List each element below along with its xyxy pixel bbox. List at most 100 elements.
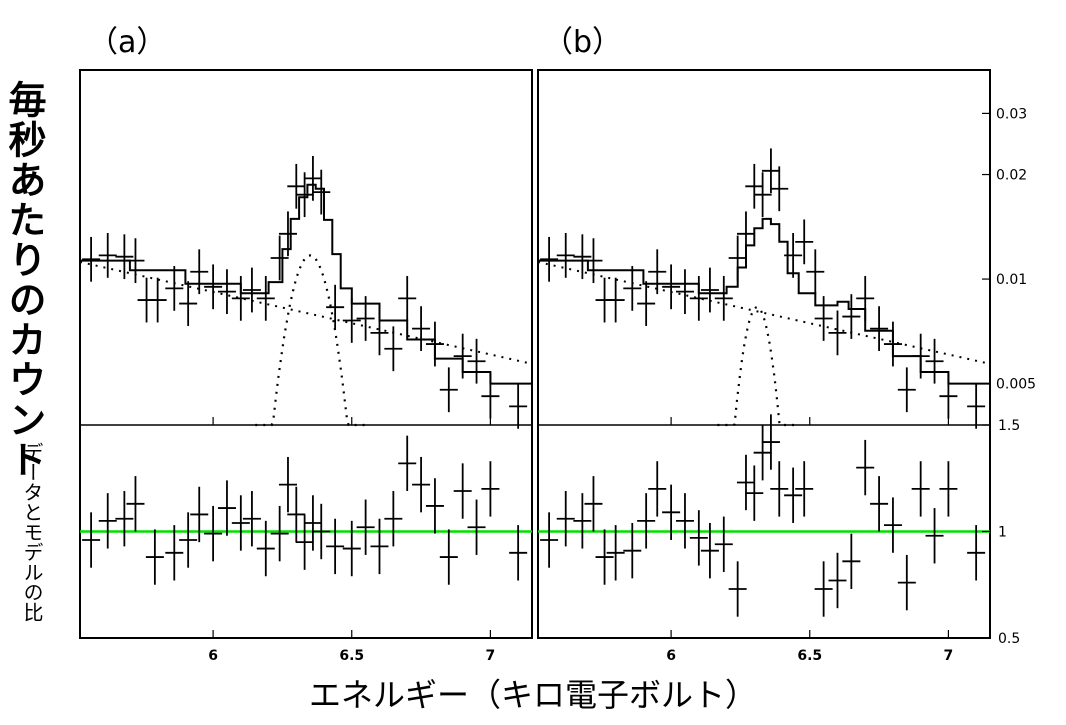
ratio-point-b-18	[761, 414, 780, 470]
ratio-point-a-24	[398, 435, 417, 492]
data-point-b-27	[870, 306, 889, 352]
continuum-component-a	[79, 261, 533, 365]
data-point-a-7	[179, 281, 198, 326]
data-point-b-5	[606, 277, 625, 323]
data-point-b-2	[573, 234, 592, 280]
data-point-a-26	[412, 306, 431, 352]
x-tick-label-a-0: 6	[208, 648, 218, 664]
data-point-b-28	[883, 321, 902, 367]
ratio-point-b-31	[939, 461, 958, 517]
ratio-point-a-29	[467, 499, 486, 555]
ratio-point-b-13	[714, 516, 733, 572]
x-tick-label-b-0: 6	[666, 648, 676, 664]
ratio-point-a-6	[179, 512, 198, 568]
data-point-b-32	[939, 373, 958, 419]
data-point-b-18	[761, 148, 780, 194]
data-point-b-24	[828, 310, 847, 356]
data-point-b-10	[675, 269, 694, 315]
data-point-a-31	[481, 373, 500, 419]
gaussian-component-b	[717, 306, 797, 427]
data-point-a-32	[509, 383, 528, 429]
ratio-point-a-26	[425, 478, 444, 534]
data-point-b-6	[623, 266, 642, 311]
data-point-b-8	[648, 249, 667, 295]
data-point-a-27	[425, 321, 444, 367]
panel-b-frame	[537, 69, 991, 639]
ratio-point-a-14	[278, 456, 297, 513]
ratio-point-a-11	[242, 491, 261, 547]
data-point-b-12	[700, 267, 719, 313]
data-point-b-9	[662, 264, 681, 310]
y-axis-label-ratio: データとモデルの比	[20, 442, 44, 622]
y-tick-label-counts-1: 0.02	[996, 168, 1027, 184]
ratio-point-a-21	[356, 499, 375, 555]
ratio-point-b-29	[911, 461, 930, 517]
ratio-point-a-20	[342, 520, 361, 577]
data-point-a-1	[98, 233, 117, 278]
data-point-b-1	[556, 233, 575, 278]
data-point-a-5	[148, 277, 167, 323]
ratio-point-b-20	[784, 467, 803, 523]
data-point-a-30	[467, 338, 486, 384]
ratio-point-a-1	[98, 493, 117, 549]
data-point-b-22	[806, 249, 825, 295]
ratio-point-b-22	[814, 561, 833, 617]
panel-a-frame	[79, 69, 533, 639]
data-point-a-22	[356, 296, 375, 341]
ratio-point-a-25	[412, 456, 431, 513]
data-point-b-29	[897, 367, 916, 413]
data-point-a-6	[165, 266, 184, 311]
ratio-point-a-7	[190, 486, 209, 543]
data-point-b-31	[925, 338, 944, 384]
data-point-b-21	[795, 219, 814, 265]
panel-label-b: （b）	[543, 25, 622, 60]
ratio-point-b-5	[606, 525, 625, 581]
x-tick-label-b-1: 6.5	[797, 648, 822, 664]
data-point-b-0	[540, 236, 559, 282]
ratio-point-a-23	[384, 491, 403, 547]
data-point-b-15	[736, 211, 755, 257]
data-point-b-11	[689, 275, 708, 321]
ratio-point-a-17	[303, 495, 322, 551]
ratio-point-b-32	[967, 525, 986, 581]
ratio-point-a-27	[439, 529, 458, 585]
continuum-component-b	[537, 261, 991, 365]
ratio-point-b-3	[584, 476, 603, 532]
data-point-a-8	[190, 249, 209, 295]
data-point-a-3	[126, 238, 145, 284]
data-point-b-33	[967, 383, 986, 429]
data-point-b-7	[637, 281, 656, 326]
data-point-b-26	[856, 275, 875, 321]
ratio-point-b-10	[675, 493, 694, 549]
ratio-point-b-19	[770, 461, 789, 517]
ratio-point-b-17	[753, 425, 772, 481]
ratio-point-b-21	[795, 461, 814, 517]
gaussian-component-a	[255, 254, 366, 427]
panel-a-spectrum	[79, 155, 533, 429]
ratio-point-b-28	[897, 554, 916, 611]
y-tick-label-ratio-2: 0.5	[998, 631, 1020, 647]
ratio-point-b-24	[842, 533, 861, 590]
ratio-point-a-2	[115, 491, 134, 547]
data-point-a-23	[370, 310, 389, 356]
ratio-point-b-7	[637, 493, 656, 549]
model-step-line-a	[80, 183, 532, 385]
data-point-a-16	[287, 163, 306, 209]
data-point-b-19	[770, 166, 789, 212]
x-tick-label-a-1: 6.5	[339, 648, 364, 664]
data-point-a-0	[82, 236, 101, 282]
ratio-point-a-10	[231, 495, 250, 551]
ratio-point-b-2	[573, 493, 592, 549]
data-point-a-28	[439, 367, 458, 413]
data-point-a-13	[256, 275, 275, 321]
data-point-a-24	[384, 326, 403, 372]
data-point-b-23	[814, 296, 833, 341]
y-axis-label-counts: 毎秒あたりのカウント	[2, 80, 46, 480]
ratio-point-b-12	[700, 522, 719, 579]
ratio-point-a-19	[326, 518, 345, 575]
ratio-point-b-16	[745, 465, 764, 521]
ratio-point-a-28	[453, 463, 472, 519]
x-tick-label-b-2: 7	[944, 648, 954, 664]
ratio-point-a-12	[256, 520, 275, 577]
